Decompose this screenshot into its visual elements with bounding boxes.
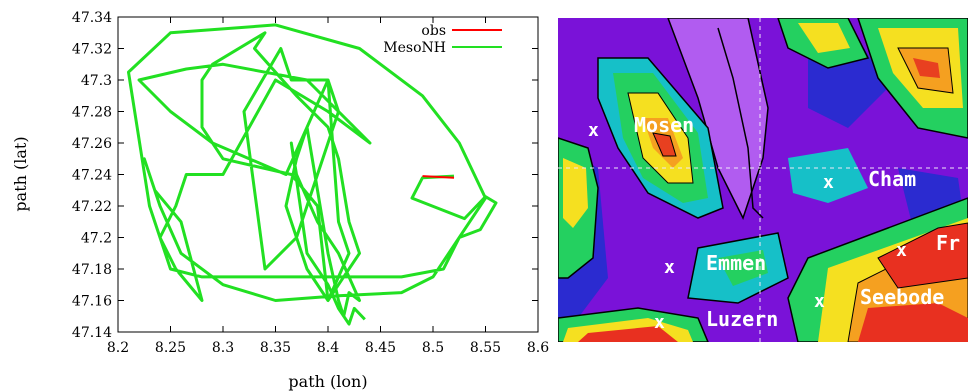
tick-marks [117,16,539,333]
map-label-fr: Fr [936,231,960,255]
x-tick-label: 8.25 [155,340,186,356]
y-tick-label: 47.3 [81,73,112,89]
marker-seeboden: x [814,291,825,312]
marker-luzern: x [654,312,665,333]
y-tick-label: 47.34 [72,10,112,26]
y-tick-label: 47.16 [72,294,112,310]
x-tick-label: 8.35 [260,340,291,356]
x-tick-label: 8.6 [527,340,549,356]
tick-labels: 8.2 8.25 8.3 8.35 8.4 8.45 8.5 8.55 8.6 47.14 47.1… [72,10,549,356]
legend: obs MesoNH [383,23,502,56]
map-label-mosen: Mosen [634,113,694,137]
map-label-luzern: Luzern [706,307,778,331]
x-tick-label: 8.45 [365,340,396,356]
y-tick-label: 47.14 [72,325,112,341]
series-line-obs [422,175,455,179]
map-label-cham: Cham [868,167,916,191]
x-tick-label: 8.3 [212,340,234,356]
y-tick-label: 47.2 [81,231,112,247]
terrain-map-graphic: x Mosen x Cham x Fr x Emmen x Seebode x … [558,18,968,342]
map-label-seeboden: Seebode [860,285,944,309]
terrain-map: x Mosen x Cham x Fr x Emmen x Seebode x … [558,18,968,342]
x-tick-label: 8.5 [422,340,444,356]
x-tick-label: 8.4 [317,340,339,356]
y-tick-label: 47.26 [72,136,112,152]
marker-fr: x [896,240,907,261]
legend-label-obs: obs [421,23,446,39]
map-label-emmen: Emmen [706,251,766,275]
series-layer [127,23,498,326]
x-tick-label: 8.2 [107,340,129,356]
chart: 8.2 8.25 8.3 8.35 8.4 8.45 8.5 8.55 8.6 47.14 47.1… [11,10,549,391]
x-axis-label: path (lon) [288,372,367,391]
y-axis-label: path (lat) [11,136,30,211]
legend-label-mesonh: MesoNH [383,40,446,56]
x-tick-label: 8.55 [470,340,501,356]
y-tick-label: 47.18 [72,262,112,278]
marker-cham: x [823,172,834,193]
series-line-mesonh [127,23,498,326]
y-tick-label: 47.32 [72,42,112,58]
y-tick-label: 47.28 [72,105,112,121]
marker-mosen: x [588,120,599,141]
marker-emmen: x [664,257,675,278]
y-tick-label: 47.24 [72,168,112,184]
y-tick-label: 47.22 [72,199,112,215]
